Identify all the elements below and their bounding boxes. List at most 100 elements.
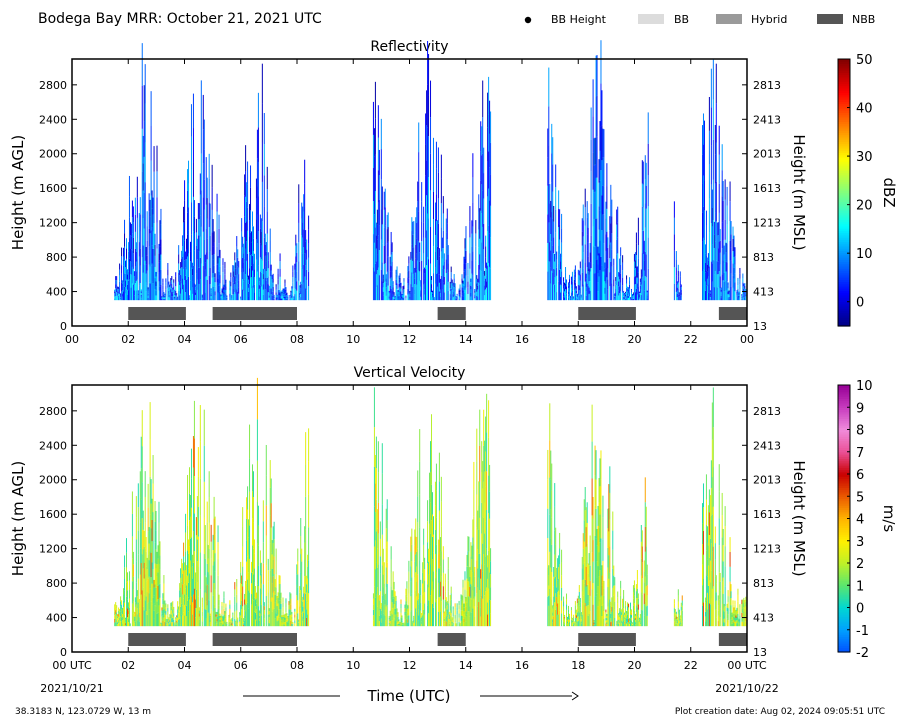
data-cell	[412, 274, 414, 288]
data-cell	[255, 609, 257, 615]
data-cell	[456, 299, 458, 301]
data-cell	[705, 240, 707, 256]
data-cell	[600, 170, 602, 214]
data-cell	[449, 600, 451, 606]
data-cell	[182, 615, 184, 627]
data-cell	[476, 291, 478, 296]
data-cell	[265, 505, 267, 536]
data-cell	[256, 419, 258, 461]
data-cell	[479, 517, 481, 554]
data-cell	[295, 267, 297, 279]
data-cell	[451, 293, 453, 297]
data-cell	[678, 296, 680, 298]
data-cell	[248, 519, 250, 538]
data-cell	[123, 619, 125, 627]
data-cell	[186, 269, 188, 280]
data-cell	[269, 288, 271, 301]
data-cell	[474, 576, 476, 587]
data-cell	[213, 496, 215, 519]
data-cell	[150, 230, 152, 266]
data-cell	[265, 290, 267, 301]
data-cell	[585, 273, 587, 279]
data-cell	[612, 511, 614, 531]
nbb-bar	[437, 307, 466, 320]
data-cell	[273, 539, 275, 557]
data-cell	[193, 266, 195, 284]
data-cell	[139, 600, 141, 627]
data-cell	[158, 243, 160, 254]
data-cell	[199, 589, 201, 627]
data-cell	[224, 623, 226, 627]
data-cell	[613, 616, 615, 627]
data-cell	[595, 450, 597, 480]
data-cell	[607, 279, 609, 290]
data-cell	[306, 290, 308, 301]
data-cell	[418, 604, 420, 610]
data-cell	[147, 289, 149, 292]
data-cell	[223, 614, 225, 621]
data-cell	[279, 292, 281, 301]
data-cell	[712, 139, 714, 180]
data-cell	[553, 284, 555, 301]
data-cell	[219, 291, 221, 301]
data-cell	[285, 602, 287, 608]
data-cell	[174, 623, 176, 625]
data-cell	[254, 612, 256, 620]
data-cell	[240, 615, 242, 627]
data-cell	[561, 613, 563, 627]
data-cell	[557, 614, 559, 627]
data-cell	[548, 565, 550, 576]
data-cell	[287, 617, 289, 620]
data-cell	[214, 282, 216, 287]
data-cell	[244, 195, 246, 217]
data-cell	[587, 271, 589, 286]
data-cell	[551, 182, 553, 213]
data-cell	[198, 613, 200, 617]
data-cell	[272, 278, 274, 283]
data-cell	[382, 291, 384, 296]
data-cell	[166, 620, 168, 622]
data-cell	[428, 600, 430, 614]
data-cell	[294, 617, 296, 621]
data-cell	[259, 271, 261, 286]
data-cell	[215, 614, 217, 617]
data-cell	[297, 548, 299, 562]
data-cell	[462, 618, 464, 627]
data-cell	[403, 625, 405, 627]
data-cell	[206, 563, 208, 585]
data-cell	[585, 278, 587, 283]
data-cell	[137, 530, 139, 555]
data-cell	[232, 619, 234, 622]
data-cell	[415, 286, 417, 301]
data-cell	[570, 610, 572, 614]
data-cell	[214, 291, 216, 296]
data-cell	[378, 200, 380, 226]
data-cell	[199, 478, 201, 516]
data-cell	[741, 299, 743, 301]
data-cell	[392, 607, 394, 618]
data-cell	[127, 280, 129, 291]
data-cell	[641, 230, 643, 254]
data-cell	[558, 208, 560, 227]
data-cell	[173, 296, 175, 301]
data-cell	[243, 619, 245, 621]
data-cell	[646, 298, 648, 301]
data-cell	[475, 246, 477, 261]
data-cell	[158, 584, 160, 606]
data-cell	[563, 288, 565, 293]
data-cell	[715, 142, 717, 182]
data-cell	[245, 274, 247, 301]
data-cell	[455, 623, 457, 625]
data-cell	[711, 189, 713, 209]
data-cell	[446, 269, 448, 285]
data-cell	[224, 613, 226, 617]
data-cell	[303, 264, 305, 283]
data-cell	[172, 613, 174, 618]
data-cell	[248, 283, 250, 288]
data-cell	[597, 291, 599, 301]
data-cell	[551, 599, 553, 627]
data-cell	[574, 276, 576, 283]
data-cell	[607, 508, 609, 529]
data-cell	[230, 272, 232, 278]
data-cell	[384, 620, 386, 627]
